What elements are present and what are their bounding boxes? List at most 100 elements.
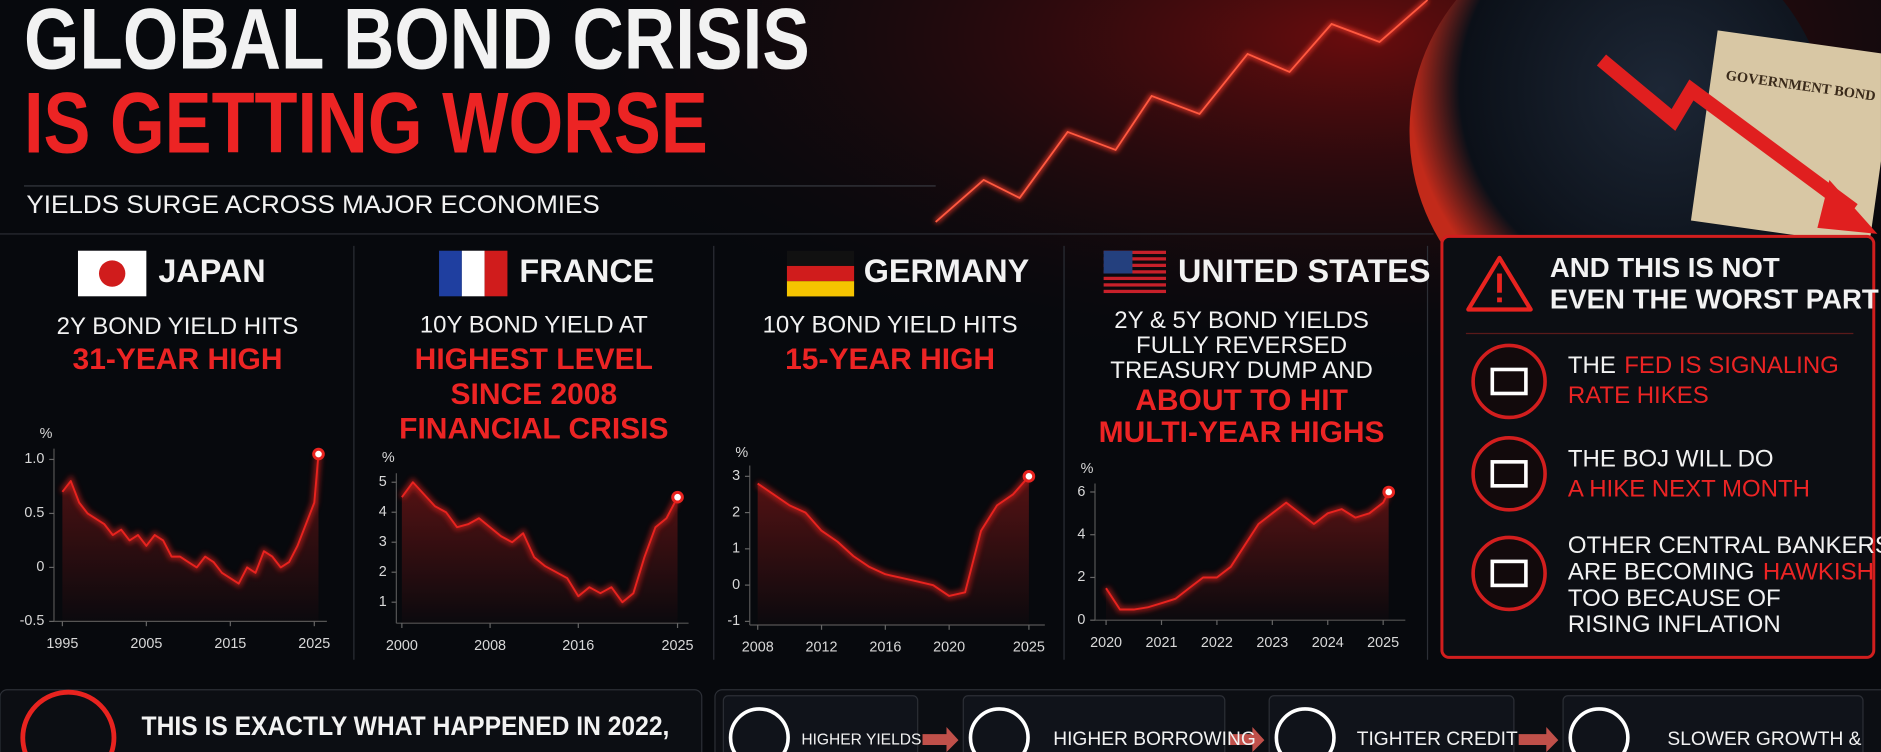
x-tick-label: 2008	[742, 640, 774, 656]
item-line: RATE HIKES	[1568, 382, 1709, 409]
flag	[1103, 250, 1167, 254]
panel-text: TREASURY DUMP AND	[1110, 357, 1373, 384]
panel-text: 2Y & 5Y BOND YIELDS	[1114, 307, 1369, 334]
step-arrow	[922, 726, 959, 752]
x-tick-label: 2016	[562, 638, 594, 654]
footer-box	[0, 689, 703, 752]
x-tick-label: 2025	[1367, 635, 1399, 651]
item-glyph	[1490, 559, 1528, 588]
y-tick-label: 3	[732, 468, 740, 484]
y-tick-label: 6	[1077, 484, 1085, 500]
footer-note: THIS IS EXACTLY WHAT HAPPENED IN 2022,	[142, 711, 670, 741]
panel-text: 10Y BOND YIELD AT	[420, 312, 648, 339]
flag	[484, 250, 508, 297]
area	[757, 476, 1029, 625]
item-glyph	[1490, 367, 1528, 396]
flag	[439, 250, 462, 297]
x-tick-label: 2022	[1201, 635, 1233, 651]
subtitle: YIELDS SURGE ACROSS MAJOR ECONOMIES	[26, 191, 599, 219]
country-name: FRANCE	[519, 253, 654, 289]
y-axis-label: %	[1081, 461, 1094, 477]
panel-highlight: SINCE 2008	[450, 378, 617, 411]
y-tick-label: 2	[379, 564, 387, 580]
footer-icon	[20, 689, 117, 752]
warning-title: AND THIS IS NOT	[1550, 252, 1780, 283]
y-axis-label: %	[40, 426, 53, 442]
y-tick-label: 3	[379, 534, 387, 550]
item-line: THE BOJ WILL DO	[1568, 446, 1774, 473]
item-glyph	[1490, 460, 1528, 488]
flag	[1103, 257, 1167, 261]
flag	[1103, 250, 1133, 274]
end-point	[671, 490, 684, 504]
panel-highlight: MULTI-YEAR HIGHS	[1099, 416, 1385, 449]
flag	[786, 250, 855, 266]
y-tick-label: 2	[1077, 569, 1085, 585]
x-tick-label: 2015	[214, 636, 246, 652]
item-segment: RISING INFLATION	[1568, 612, 1781, 639]
y-tick-label: 1.0	[24, 451, 44, 467]
country-name: JAPAN	[158, 253, 265, 289]
x-tick-label: 2012	[806, 640, 838, 656]
step-icon	[728, 707, 790, 752]
item-segment: ARE BECOMING	[1568, 559, 1755, 586]
y-axis-label: %	[382, 450, 395, 466]
item-segment: THE BOJ WILL DO	[1568, 446, 1774, 473]
chart-panel: JAPAN 2Y BOND YIELD HITS 31-YEAR HIGH% -0.5…	[20, 250, 330, 652]
title-line: GLOBAL BOND CRISIS	[24, 0, 810, 87]
x-tick-label: 2025	[1013, 640, 1045, 656]
end-point	[1022, 470, 1036, 483]
chart-panel: FRANCE 10Y BOND YIELD AT HIGHEST LEVELSINC…	[379, 250, 694, 654]
flag	[98, 260, 126, 287]
panel-text: 2Y BOND YIELD HITS	[57, 313, 299, 340]
item-segment: RATE HIKES	[1568, 382, 1709, 409]
y-tick-label: 1	[732, 541, 740, 557]
panel-text: 10Y BOND YIELD HITS	[763, 312, 1018, 339]
panel-dividers	[0, 233, 1434, 660]
area	[62, 454, 319, 622]
line	[401, 481, 679, 604]
item-line: A HIKE NEXT MONTH	[1568, 476, 1810, 503]
step-label: HIGHER YIELDS	[801, 731, 921, 748]
flag	[786, 281, 855, 297]
flag	[1103, 270, 1167, 274]
step-box	[722, 695, 919, 752]
step-icon	[1274, 707, 1336, 752]
y-tick-label: 1	[379, 594, 387, 610]
y-tick-label: 0	[36, 559, 44, 575]
country-name: UNITED STATES	[1178, 253, 1430, 289]
step-arrow	[1229, 726, 1265, 752]
y-tick-label: 4	[379, 504, 387, 520]
step-box	[1268, 695, 1515, 752]
decor-zigzag	[934, 0, 1429, 224]
x-tick-label: 2021	[1146, 635, 1178, 651]
flag	[461, 250, 485, 297]
item-icon	[1471, 343, 1547, 420]
item-line: RISING INFLATION	[1568, 612, 1781, 639]
country-name: GERMANY	[864, 253, 1030, 289]
line	[61, 453, 320, 585]
step-box	[1562, 695, 1864, 752]
title-line: IS GETTING WORSE	[24, 75, 708, 171]
y-tick-label: 0.5	[24, 505, 44, 521]
x-tick-label: 2005	[130, 636, 162, 652]
x-tick-label: 2025	[662, 638, 694, 654]
y-tick-label: 5	[379, 474, 387, 490]
line	[1105, 491, 1390, 611]
end-point	[312, 447, 325, 461]
step-arrow	[1518, 726, 1559, 752]
step-label: SLOWER GROWTH &	[1667, 729, 1861, 750]
item-segment: THE	[1568, 352, 1616, 379]
item-line: ARE BECOMING HAWKISH	[1568, 559, 1874, 586]
line	[757, 475, 1030, 597]
warning-box	[1440, 234, 1876, 659]
item-line: TOO BECAUSE OF	[1568, 585, 1781, 612]
y-axis-label: %	[735, 445, 748, 461]
panel-text: FULLY REVERSED	[1136, 332, 1347, 359]
item-segment: A HIKE NEXT MONTH	[1568, 476, 1810, 503]
x-tick-label: 2025	[298, 636, 330, 652]
x-tick-label: 2020	[1090, 635, 1122, 651]
panel-highlight: 15-YEAR HIGH	[785, 343, 995, 376]
